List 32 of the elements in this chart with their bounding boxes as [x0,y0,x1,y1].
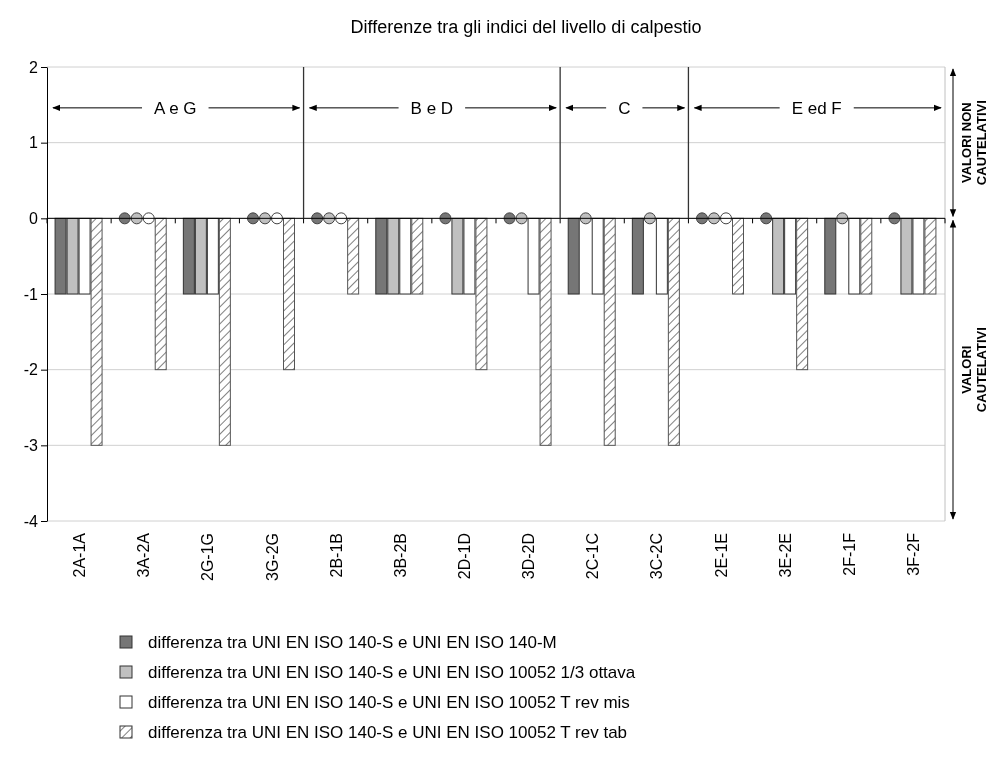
x-tick-label: 3G-2G [263,533,281,582]
text: VALORI CAUTELATIVI [959,327,989,413]
x-tick-label: 3E-2E [776,533,794,578]
legend-label: differenza tra UNI EN ISO 140-S e UNI EN ISO 10052 1/3 ottava [148,663,636,682]
text: VALORI NON CAUTELATIVI [959,100,989,186]
y-tick-label: -3 [23,436,39,454]
x-tick-label: 3C-2C [648,533,666,580]
y-tick-label: 2 [29,58,39,76]
y-tick-label: -1 [23,285,39,303]
x-tick-label: 2F-1F [840,532,858,576]
legend-label: differenza tra UNI EN ISO 140-S e UNI EN ISO 10052 T rev tab [148,723,628,742]
x-tick-label: 2C-1C [584,533,602,580]
x-tick-label: 2D-1D [455,533,473,580]
legend-label: differenza tra UNI EN ISO 140-S e UNI EN ISO 10052 T rev mis [148,693,630,712]
y-tick-label: -2 [23,361,39,379]
x-tick-label: 3F-2F [904,532,922,576]
x-tick-label: 3A-2A [135,532,153,578]
y-tick-label: 1 [29,134,39,152]
annotation: A e G [154,98,197,118]
annotation: B e D [410,98,454,118]
x-tick-label: 2G-1G [199,533,217,582]
legend-label: differenza tra UNI EN ISO 140-S e UNI EN ISO 140-M [148,633,557,652]
x-tick-label: 3D-2D [520,533,538,580]
annotation: E ed F [791,98,842,118]
annotation: C [618,98,631,118]
y-tick-label: 0 [29,209,39,227]
x-tick-label: 2E-1E [712,533,730,578]
y-tick-label: -4 [23,512,39,530]
x-tick-label: 3B-2B [391,533,409,578]
chart-title: Differenze tra gli indici del livello di calpestio [350,17,702,37]
x-tick-label: 2A-1A [71,532,89,578]
x-tick-label: 2B-1B [327,533,345,578]
